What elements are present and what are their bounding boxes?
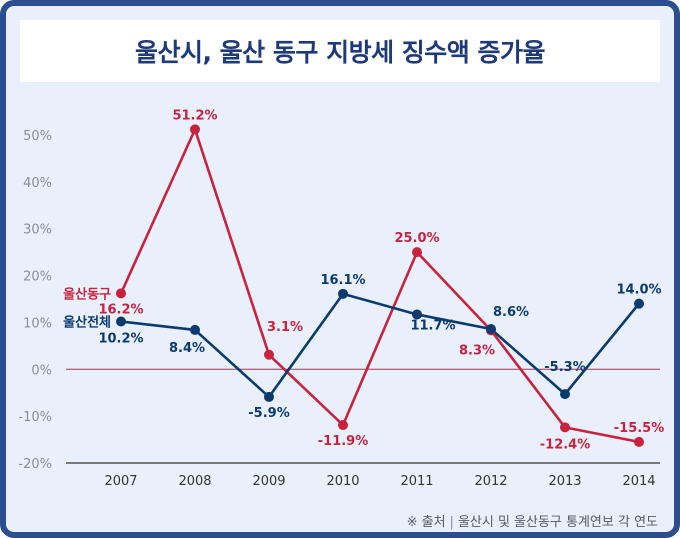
- y-tick-label: 0%: [31, 363, 52, 378]
- data-point-dong-gu: [412, 247, 422, 258]
- y-tick-label: 30%: [23, 223, 52, 238]
- x-tick-label: 2014: [622, 474, 655, 489]
- data-point-ulsan-total: [116, 316, 126, 327]
- data-label-dong-gu: -11.9%: [318, 434, 369, 449]
- x-tick-label: 2011: [400, 474, 433, 489]
- series-line-ulsan-total: [120, 292, 641, 399]
- y-tick-label: -10%: [18, 410, 52, 425]
- data-point-ulsan-total: [190, 324, 200, 335]
- x-tick-label: 2010: [326, 474, 359, 489]
- data-label-ulsan-total: 11.7%: [410, 318, 455, 333]
- series-line-dong-gu: [119, 128, 640, 444]
- data-point-dong-gu: [560, 422, 570, 433]
- data-point-ulsan-total: [338, 288, 348, 299]
- data-point-dong-gu: [634, 436, 644, 447]
- data-point-ulsan-total: [486, 323, 496, 334]
- data-point-ulsan-total: [634, 298, 644, 309]
- y-tick-label: 20%: [23, 270, 52, 285]
- data-label-ulsan-total: 10.2%: [98, 331, 143, 346]
- data-point-ulsan-total: [264, 391, 274, 402]
- data-label-ulsan-total: 8.6%: [493, 305, 529, 320]
- y-tick-label: 10%: [23, 316, 52, 331]
- x-tick-label: 2009: [252, 474, 285, 489]
- source-text: 울산시 및 울산동구 통계연보 각 연도: [457, 515, 658, 530]
- data-point-dong-gu: [338, 420, 348, 431]
- data-label-ulsan-total: 14.0%: [616, 283, 661, 298]
- series-name-ulsan-total: 울산전체: [63, 314, 111, 330]
- x-tick-label: 2007: [104, 474, 137, 489]
- data-label-dong-gu: 16.2%: [98, 302, 143, 317]
- chart-title: 울산시, 울산 동구 지방세 징수액 증가율: [134, 38, 546, 67]
- x-tick-label: 2012: [474, 474, 507, 489]
- data-label-ulsan-total: 8.4%: [169, 341, 205, 356]
- data-label-dong-gu: -12.4%: [540, 437, 591, 452]
- data-label-ulsan-total: 16.1%: [320, 273, 365, 288]
- data-label-dong-gu: 51.2%: [172, 108, 217, 123]
- data-label-dong-gu: 3.1%: [267, 320, 303, 335]
- x-tick-label: 2008: [178, 474, 211, 489]
- data-label-ulsan-total: -5.9%: [248, 406, 289, 421]
- y-tick-label: 40%: [23, 176, 52, 191]
- data-point-ulsan-total: [412, 309, 422, 320]
- data-point-dong-gu: [116, 288, 126, 299]
- y-tick-label: 50%: [23, 129, 52, 144]
- y-tick-label: -20%: [18, 457, 52, 472]
- series-name-dong-gu: 울산동구: [63, 286, 111, 302]
- source-separator: |: [449, 515, 454, 530]
- data-label-dong-gu: -15.5%: [614, 421, 665, 436]
- data-point-dong-gu: [190, 124, 200, 135]
- source-note: ※ 출처 | 울산시 및 울산동구 통계연보 각 연도: [407, 511, 658, 530]
- x-tick-label: 2013: [548, 474, 581, 489]
- data-label-dong-gu: 25.0%: [394, 231, 439, 246]
- data-point-dong-gu: [264, 349, 274, 360]
- source-prefix: ※ 출처: [406, 515, 446, 530]
- data-label-dong-gu: 8.3%: [459, 343, 495, 358]
- data-label-ulsan-total: -5.3%: [544, 360, 585, 375]
- data-point-ulsan-total: [560, 389, 570, 400]
- title-box: 울산시, 울산 동구 지방세 징수액 증가율: [20, 20, 660, 82]
